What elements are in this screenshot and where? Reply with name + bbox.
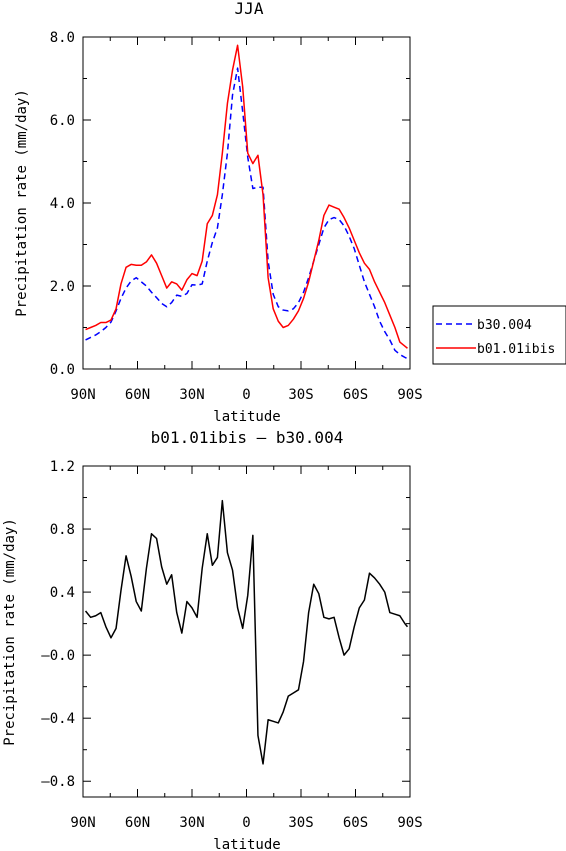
bottom-x-tick-label: 90N [70,815,95,831]
bottom-x-tick-label: 30N [179,815,204,831]
top-chart-title: JJA [235,0,264,18]
top-y-axis-label: Precipitation rate (mm/day) [14,89,30,317]
top-y-tick-label: 8.0 [50,30,75,46]
top-x-tick-label: 0 [242,387,250,403]
panel-bottom: b01.01ibis – b30.004 90N 60N 30N 0 30S 60S 90S… [2,428,423,851]
bottom-y-tick-label: 0.4 [50,585,75,601]
bottom-y-tick-label: –0.0 [41,648,75,664]
top-y-tick-label: 4.0 [50,196,75,212]
top-y-tick-label: 0.0 [50,362,75,378]
bottom-chart-title: b01.01ibis – b30.004 [151,428,344,447]
top-x-tick-label: 60N [125,387,150,403]
bottom-y-tick-label: –0.4 [41,711,75,727]
bottom-x-tick-label: 30S [288,815,313,831]
bottom-x-axis-label: latitude [213,837,280,851]
top-series-line-b01-01ibis [85,44,408,349]
legend-box [432,305,566,365]
top-x-tick-label: 60S [343,387,368,403]
legend: b30.004 b01.01ibis [432,305,566,365]
top-x-tick-label: 90N [70,387,95,403]
bottom-y-axis-label: Precipitation rate (mm/day) [2,518,18,746]
bottom-x-tick-label: 60N [125,815,150,831]
bottom-y-tick-label: 1.2 [50,459,75,475]
panel-top: JJA 90N 60N 30N 0 30S 60S 90S 0.0 2.0 4.0 6.0 8.0 l… [14,0,566,425]
top-x-tick-label: 30N [179,387,204,403]
top-plot-frame [82,36,411,370]
bottom-x-tick-label: 60S [343,815,368,831]
top-y-tick-label: 6.0 [50,113,75,129]
bottom-y-tick-label: –0.8 [41,774,75,790]
bottom-x-tick-label: 90S [397,815,422,831]
bottom-series-line-difference [84,499,409,765]
top-y-tick-label: 2.0 [50,279,75,295]
legend-entry-b01-01ibis: b01.01ibis [477,342,555,357]
top-x-tick-label: 30S [288,387,313,403]
bottom-plot-frame [82,465,411,798]
top-x-tick-label: 90S [397,387,422,403]
bottom-y-tick-label: 0.8 [50,522,75,538]
bottom-x-tick-label: 0 [242,815,250,831]
top-series-line-b30-004 [85,67,408,360]
top-x-axis-label: latitude [213,409,280,425]
legend-entry-b30-004: b30.004 [477,318,532,333]
